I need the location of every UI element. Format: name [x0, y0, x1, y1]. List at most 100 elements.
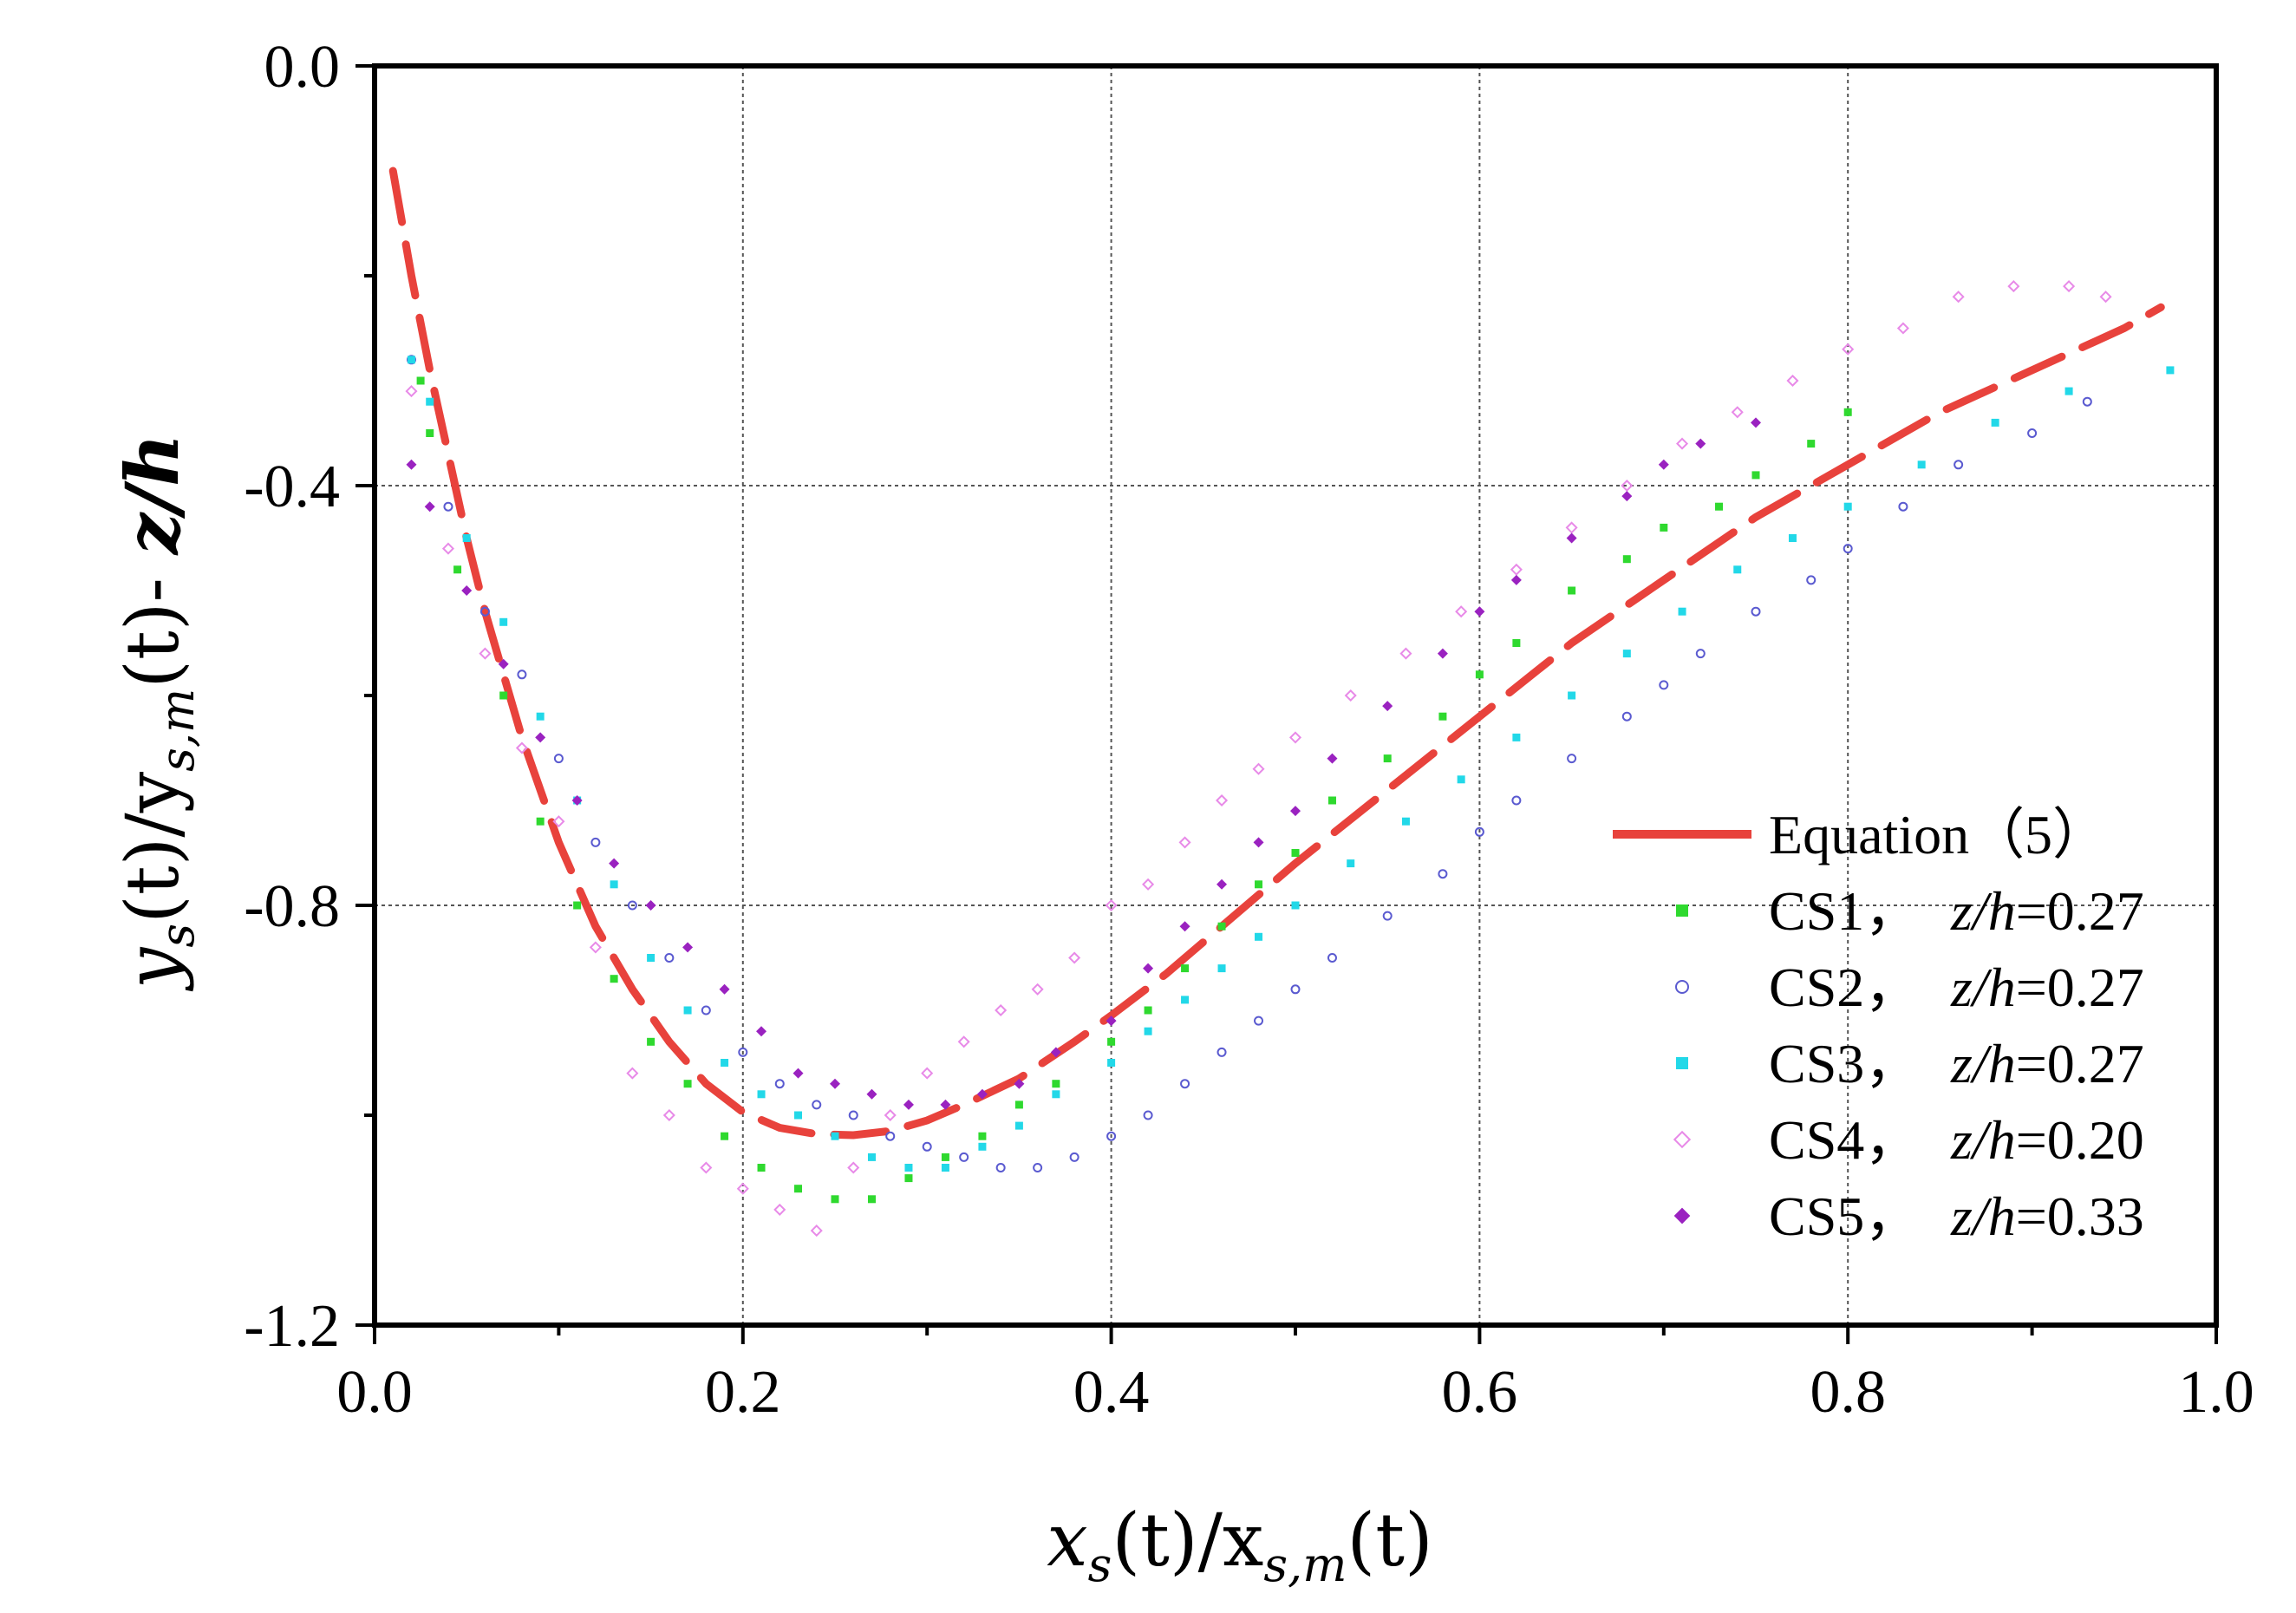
data-point	[461, 585, 473, 596]
data-point	[406, 459, 417, 470]
data-point	[1843, 544, 1853, 554]
data-point	[1052, 1090, 1060, 1099]
data-point	[1510, 563, 1523, 576]
data-point	[647, 954, 656, 962]
data-point	[610, 975, 618, 983]
data-point	[1566, 532, 1577, 544]
data-point	[627, 900, 637, 911]
data-point	[1180, 1079, 1190, 1089]
data-point	[1255, 880, 1263, 889]
data-point	[1678, 607, 1686, 616]
data-point	[700, 1161, 713, 1174]
data-point	[416, 376, 425, 385]
data-point	[1952, 291, 1965, 304]
data-point	[1143, 963, 1154, 974]
data-point	[1105, 898, 1118, 912]
data-point	[957, 1035, 970, 1048]
data-point	[1290, 984, 1301, 995]
data-point	[1069, 1152, 1080, 1162]
data-point	[1106, 1131, 1117, 1141]
data-point	[1107, 1059, 1116, 1067]
data-point	[647, 1037, 656, 1046]
data-point	[941, 1153, 949, 1161]
data-point	[1843, 408, 1852, 416]
data-point	[535, 732, 546, 743]
data-point	[1142, 878, 1155, 891]
data-point	[756, 1026, 767, 1037]
data-point	[441, 542, 454, 555]
data-point	[757, 1090, 766, 1099]
data-point	[2063, 280, 2076, 293]
data-point	[1715, 502, 1724, 511]
data-point	[1014, 1078, 1025, 1089]
data-point	[1438, 869, 1448, 879]
svg-text:xs(t)/xs,m(t): xs(t)/xs,m(t)	[1047, 1498, 1432, 1592]
data-point	[848, 1110, 858, 1120]
data-point	[1144, 1006, 1152, 1015]
data-point	[1438, 712, 1447, 721]
data-point	[1216, 793, 1229, 807]
data-point	[1806, 575, 1817, 585]
data-point	[921, 1067, 934, 1080]
data-point	[1676, 437, 1689, 450]
data-point	[995, 1163, 1006, 1172]
data-point	[1658, 459, 1669, 470]
legend-item-4: CS4， z/h=0.20	[1673, 1109, 2144, 1171]
legend-label: CS4， z/h=0.20	[1769, 1109, 2144, 1171]
data-point	[995, 1003, 1008, 1017]
data-point	[701, 1005, 711, 1015]
data-point	[884, 1108, 897, 1122]
data-point	[867, 1195, 876, 1204]
data-point	[536, 712, 545, 721]
data-point	[1014, 1100, 1023, 1109]
x-tick-label: 0.2	[705, 1359, 781, 1426]
data-point	[1344, 689, 1357, 702]
data-point	[1181, 964, 1190, 973]
data-point	[1621, 491, 1633, 502]
legend-swatch	[1676, 904, 1688, 917]
data-point	[2166, 366, 2175, 375]
series-3	[407, 356, 2175, 1172]
data-point	[1621, 711, 1632, 722]
legend-swatch	[1673, 1130, 1692, 1149]
data-point	[626, 1067, 639, 1080]
data-point	[1474, 826, 1484, 837]
data-point	[1474, 606, 1485, 617]
data-point	[794, 1185, 803, 1193]
data-point	[1143, 1110, 1153, 1120]
data-point	[1621, 479, 1634, 493]
data-point	[2007, 280, 2020, 293]
data-point	[1347, 859, 1355, 868]
data-point	[1695, 649, 1706, 659]
data-point	[941, 1164, 949, 1172]
data-point	[515, 741, 528, 754]
data-point	[1068, 951, 1081, 964]
data-point	[1695, 438, 1706, 449]
legend-item-2: CS2， z/h=0.27	[1675, 957, 2144, 1018]
data-point	[664, 953, 675, 963]
data-point	[479, 606, 490, 617]
data-point	[1807, 440, 1816, 448]
data-point	[1568, 691, 1576, 700]
data-point	[976, 1088, 988, 1100]
data-point	[443, 501, 453, 512]
data-point	[1567, 754, 1577, 764]
legend-item-3: CS3， z/h=0.27	[1676, 1033, 2144, 1094]
data-point	[479, 647, 492, 660]
data-point	[1917, 460, 1926, 469]
data-point	[683, 1006, 692, 1015]
legend-label: CS1， z/h=0.27	[1769, 880, 2144, 942]
data-point	[1991, 418, 1999, 427]
x-tick-label: 1.0	[2178, 1359, 2254, 1426]
data-point	[1751, 606, 1761, 617]
legend: Equation（5） CS1， z/h=0.27 CS2， z/h=0.27 CS3， z…	[1613, 804, 2144, 1247]
data-point	[940, 1099, 951, 1110]
data-point	[1178, 836, 1191, 849]
data-point	[426, 397, 434, 406]
series-0	[388, 167, 2165, 1140]
x-axis-title: xs(t)/xs,m(t)	[1047, 1498, 1432, 1592]
data-point	[2099, 291, 2112, 304]
data-point	[645, 900, 656, 911]
